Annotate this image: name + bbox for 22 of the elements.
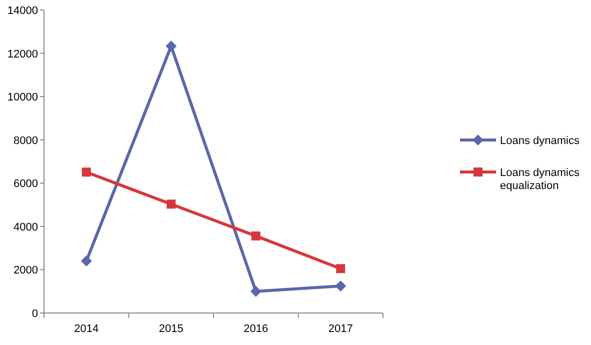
y-tick-label: 12000 xyxy=(7,48,38,60)
point xyxy=(166,200,176,209)
y-tick-label: 4000 xyxy=(14,221,38,234)
point xyxy=(80,256,92,267)
point xyxy=(82,168,91,177)
y-tick-label: 10000 xyxy=(7,92,38,104)
point xyxy=(250,286,262,297)
y-tick-label: 2000 xyxy=(14,264,38,277)
point xyxy=(251,231,260,240)
x-tick-label: 2017 xyxy=(328,323,353,335)
y-tick-label: 14000 xyxy=(7,5,38,17)
legend-label: Loans dynamics xyxy=(500,135,580,147)
legend-label: Loans dynamics equalization xyxy=(500,167,580,192)
point xyxy=(335,280,346,292)
point xyxy=(166,40,177,52)
y-tick-label: 6000 xyxy=(14,178,38,190)
y-tick-label: 8000 xyxy=(14,134,38,147)
point xyxy=(336,264,346,274)
x-tick-label: 2014 xyxy=(74,323,99,335)
x-tick-label: 2015 xyxy=(158,323,184,335)
x-tick-label: 2016 xyxy=(244,323,268,335)
y-tick-label: 0 xyxy=(32,308,38,320)
